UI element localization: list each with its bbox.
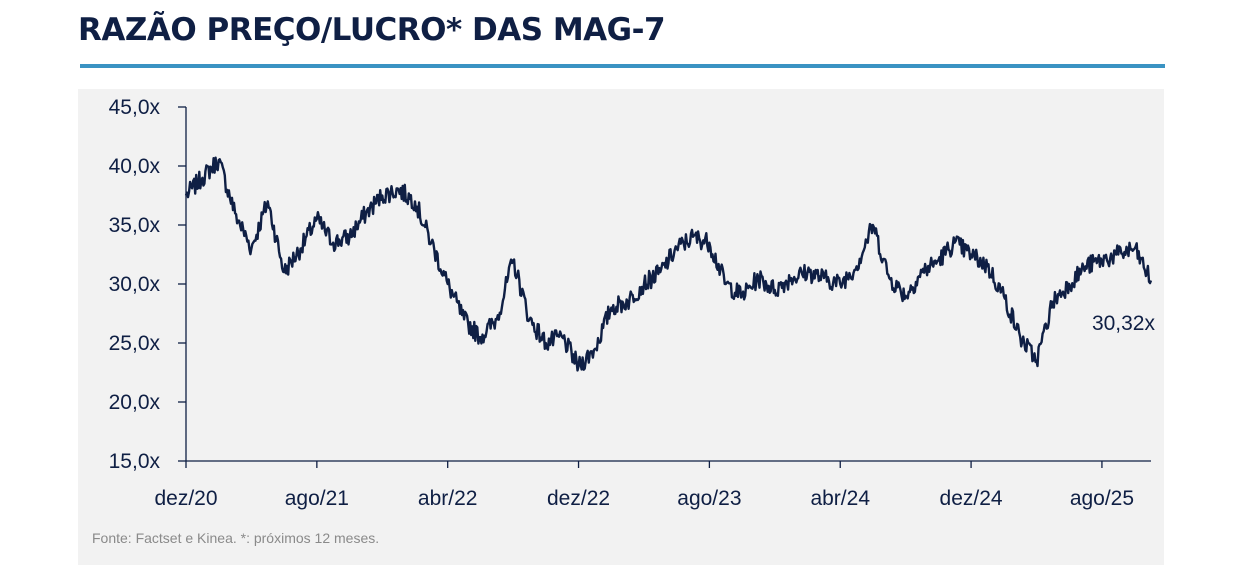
x-tick-label: ago/23 xyxy=(677,487,741,510)
chart-title: RAZÃO PREÇO/LUCRO* DAS MAG-7 xyxy=(78,12,666,48)
title-underline xyxy=(80,64,1165,68)
chart-panel: 15,0x 20,0x 25,0x 30,0x 35,0x 40,0x 45,0x dez/2… xyxy=(78,89,1164,565)
y-tick-label: 15,0x xyxy=(109,450,161,473)
last-value-label: 30,32x xyxy=(1092,312,1156,335)
x-tick-label: ago/21 xyxy=(285,487,349,510)
x-tick-label: abr/22 xyxy=(418,487,478,510)
y-tick-label: 25,0x xyxy=(109,332,161,355)
x-tick-label: dez/24 xyxy=(940,487,1003,510)
y-tick-label: 35,0x xyxy=(109,214,161,237)
y-tick-label: 20,0x xyxy=(109,391,161,414)
y-tick-label: 40,0x xyxy=(109,155,161,178)
y-tick-label: 45,0x xyxy=(109,96,161,119)
pe-ratio-series-line xyxy=(184,156,1153,372)
x-tick-label: abr/24 xyxy=(810,487,870,510)
source-note: Fonte: Factset e Kinea. *: próximos 12 m… xyxy=(92,530,380,546)
y-tick-label: 30,0x xyxy=(109,273,161,296)
pe-ratio-line-chart: 15,0x 20,0x 25,0x 30,0x 35,0x 40,0x 45,0x dez/2… xyxy=(109,96,1156,510)
x-tick-label: dez/22 xyxy=(547,487,610,510)
x-tick-label: dez/20 xyxy=(154,487,217,510)
x-tick-label: ago/25 xyxy=(1070,487,1134,510)
